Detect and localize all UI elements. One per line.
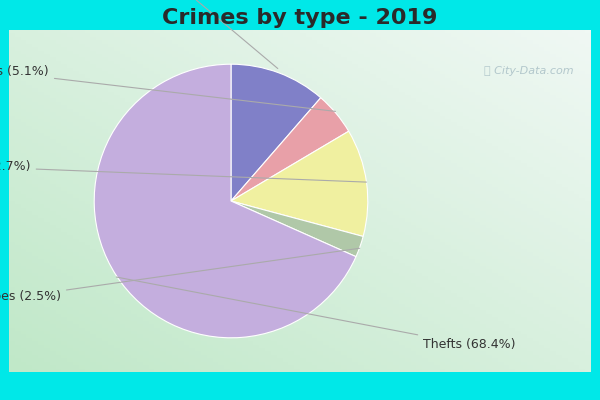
Text: Assaults (12.7%): Assaults (12.7%)	[0, 160, 367, 182]
Text: ⓘ City-Data.com: ⓘ City-Data.com	[484, 66, 574, 76]
Wedge shape	[94, 64, 356, 338]
Text: Thefts (68.4%): Thefts (68.4%)	[116, 277, 515, 351]
Wedge shape	[231, 131, 368, 236]
Text: Crimes by type - 2019: Crimes by type - 2019	[163, 8, 437, 28]
Text: Auto thefts (5.1%): Auto thefts (5.1%)	[0, 64, 335, 111]
Wedge shape	[231, 201, 363, 257]
Text: Rapes (2.5%): Rapes (2.5%)	[0, 248, 359, 303]
Wedge shape	[231, 98, 349, 201]
Wedge shape	[231, 64, 321, 201]
Text: Burglaries (11.4%): Burglaries (11.4%)	[125, 0, 278, 68]
